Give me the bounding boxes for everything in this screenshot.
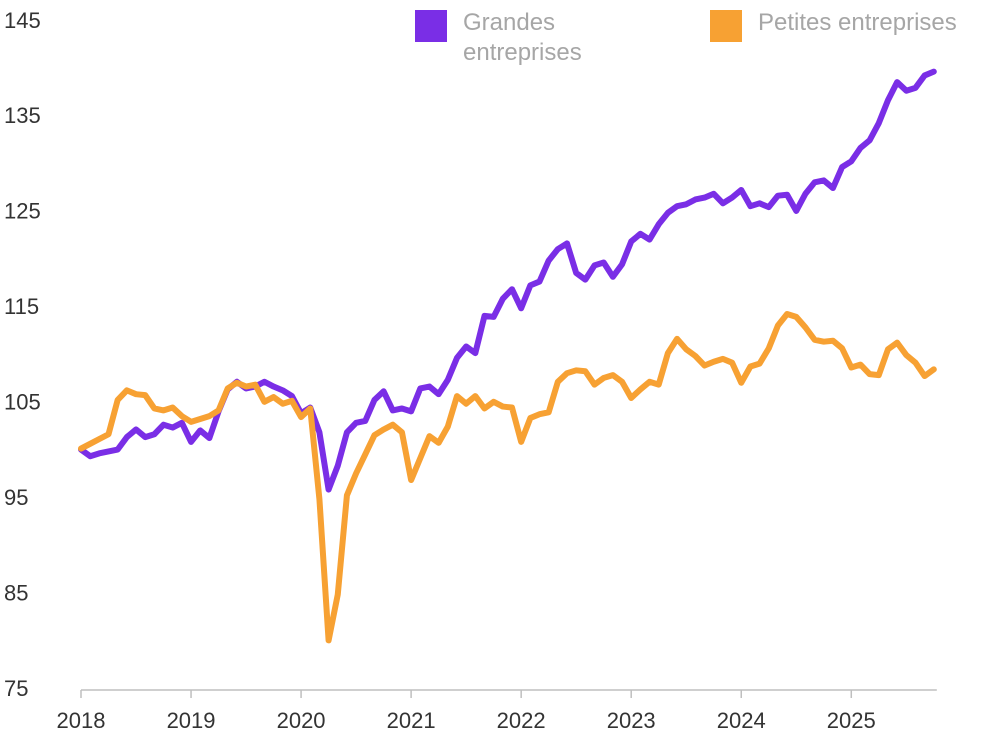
x-tick-label: 2023: [607, 708, 656, 733]
x-tick-label: 2021: [387, 708, 436, 733]
y-tick-label: 75: [4, 676, 28, 701]
y-tick-label: 125: [4, 199, 41, 224]
y-tick-label: 85: [4, 580, 28, 605]
x-tick-label: 2020: [277, 708, 326, 733]
x-tick-label: 2018: [57, 708, 106, 733]
y-tick-label: 105: [4, 390, 41, 415]
legend-label: Petites entreprises: [758, 9, 957, 36]
y-tick-label: 115: [4, 294, 39, 319]
legend-item: Grandes entreprises: [415, 8, 613, 68]
legend-label: Grandes entreprises: [463, 9, 582, 66]
y-tick-label: 135: [4, 103, 41, 128]
y-tick-label: 145: [4, 8, 41, 33]
y-tick-label: 95: [4, 485, 28, 510]
legend-swatch: [415, 10, 447, 42]
x-tick-label: 2019: [167, 708, 216, 733]
series-line: [78, 68, 937, 493]
x-tick-label: 2022: [497, 708, 546, 733]
legend-swatch: [710, 10, 742, 42]
series-line: [78, 311, 937, 644]
legend-item: Petites entreprises: [710, 8, 957, 42]
x-tick-label: 2025: [827, 708, 876, 733]
x-tick-label: 2024: [717, 708, 766, 733]
